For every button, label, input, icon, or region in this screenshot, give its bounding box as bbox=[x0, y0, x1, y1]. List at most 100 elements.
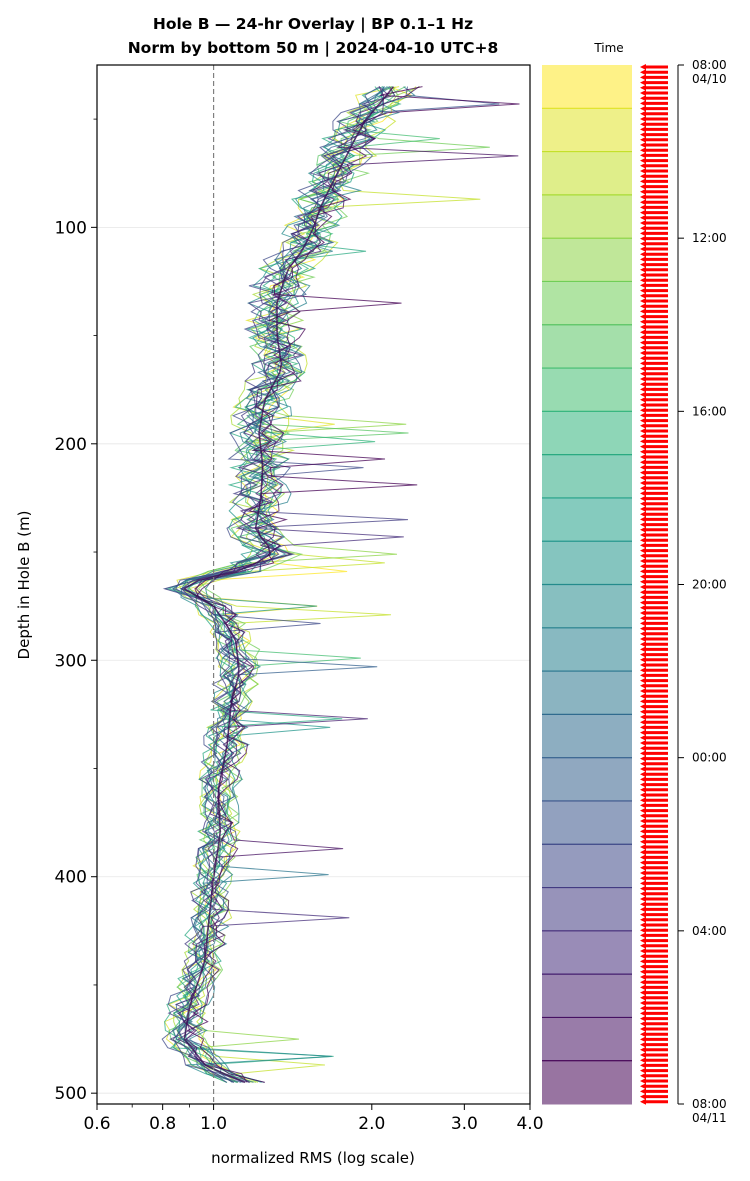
time-marker-head bbox=[640, 464, 646, 471]
time-marker-head bbox=[640, 937, 646, 944]
time-marker-head bbox=[640, 412, 646, 419]
time-marker-head bbox=[640, 183, 646, 190]
time-marker-head bbox=[640, 792, 646, 798]
time-marker-head bbox=[640, 630, 646, 637]
time-marker-head bbox=[640, 303, 646, 310]
time-marker-head bbox=[640, 942, 646, 949]
time-marker-head bbox=[640, 521, 646, 528]
time-marker-head bbox=[640, 667, 646, 674]
time-marker-head bbox=[640, 838, 646, 845]
time-marker-head bbox=[640, 246, 646, 252]
time-marker-head bbox=[640, 84, 646, 91]
time-marker-head bbox=[640, 984, 646, 991]
time-marker-head bbox=[640, 443, 646, 450]
time-marker-head bbox=[640, 932, 646, 939]
colorbar: 08:0004/1012:0016:0020:0000:0004:0008:00… bbox=[542, 58, 727, 1125]
time-marker-head bbox=[640, 802, 646, 809]
colorbar-tick-label: 04/10 bbox=[692, 72, 727, 86]
colorbar-tick-label: 08:00 bbox=[692, 1097, 727, 1111]
time-marker-head bbox=[640, 428, 646, 434]
time-marker-head bbox=[640, 864, 646, 871]
time-marker-head bbox=[640, 136, 646, 143]
time-marker-head bbox=[640, 188, 646, 195]
colorbar-band bbox=[542, 368, 632, 412]
colorbar-tick-label: 12:00 bbox=[692, 231, 727, 245]
time-marker-head bbox=[640, 131, 646, 138]
time-marker-head bbox=[640, 266, 646, 273]
time-marker-head bbox=[640, 589, 646, 596]
time-marker-head bbox=[640, 662, 646, 668]
time-marker-head bbox=[640, 261, 646, 268]
time-marker-head bbox=[640, 771, 646, 778]
time-marker-head bbox=[640, 1057, 646, 1064]
time-marker-head bbox=[640, 287, 646, 294]
series-lines bbox=[161, 86, 520, 1084]
time-marker-head bbox=[640, 1015, 646, 1022]
colorbar-band bbox=[542, 844, 632, 889]
time-marker-head bbox=[640, 1083, 646, 1090]
time-marker-head bbox=[640, 766, 646, 772]
x-axis-label: normalized RMS (log scale) bbox=[211, 1149, 415, 1167]
time-marker-head bbox=[640, 168, 646, 174]
time-marker-head bbox=[640, 370, 646, 377]
time-marker-head bbox=[640, 797, 646, 804]
time-marker-head bbox=[640, 396, 646, 403]
colorbar-band bbox=[542, 1060, 632, 1105]
colorbar-tick-label: 04/11 bbox=[692, 1111, 727, 1125]
time-marker-head bbox=[640, 646, 646, 653]
time-marker-head bbox=[640, 693, 646, 700]
time-marker-head bbox=[640, 74, 646, 81]
colorbar-band bbox=[542, 238, 632, 282]
time-marker-head bbox=[640, 610, 646, 616]
colorbar-label: Time bbox=[593, 41, 623, 55]
chart-title: Hole B — 24-hr Overlay | BP 0.1–1 Hz bbox=[153, 15, 473, 34]
time-marker-head bbox=[640, 537, 646, 544]
time-marker-head bbox=[640, 708, 646, 715]
time-marker-head bbox=[640, 454, 646, 460]
time-marker-head bbox=[640, 1031, 646, 1038]
colorbar-tick-label: 20:00 bbox=[692, 578, 727, 592]
time-marker-head bbox=[640, 381, 646, 388]
series-line bbox=[177, 86, 384, 1083]
time-marker-head bbox=[640, 251, 646, 258]
time-marker-head bbox=[640, 360, 646, 367]
colorbar-band bbox=[542, 411, 632, 456]
time-marker-head bbox=[640, 152, 646, 159]
x-tick-label: 1.0 bbox=[200, 1114, 227, 1134]
time-marker-head bbox=[640, 126, 646, 133]
time-marker-head bbox=[640, 344, 646, 351]
time-marker-head bbox=[640, 532, 646, 538]
time-marker-head bbox=[640, 256, 646, 263]
time-marker-head bbox=[640, 760, 646, 767]
colorbar-band bbox=[542, 757, 632, 802]
time-marker-head bbox=[640, 781, 646, 788]
colorbar-band bbox=[542, 151, 632, 196]
time-marker-head bbox=[640, 298, 646, 304]
time-marker-head bbox=[640, 417, 646, 424]
time-marker-head bbox=[640, 552, 646, 559]
time-marker-head bbox=[640, 994, 646, 1001]
y-tick-label: 500 bbox=[55, 1084, 87, 1104]
y-axis-label: Depth in Hole B (m) bbox=[15, 511, 33, 660]
time-marker-head bbox=[640, 100, 646, 107]
time-marker-head bbox=[640, 422, 646, 429]
time-marker-head bbox=[640, 105, 646, 112]
time-marker-head bbox=[640, 225, 646, 232]
colorbar-band bbox=[542, 108, 632, 153]
time-marker-head bbox=[640, 1088, 646, 1095]
colorbar-band bbox=[542, 974, 632, 1018]
time-marker-head bbox=[640, 989, 646, 996]
time-marker-head bbox=[640, 901, 646, 908]
series-line bbox=[186, 86, 520, 1083]
time-marker-head bbox=[640, 308, 646, 315]
time-marker-head bbox=[640, 968, 646, 975]
time-marker-head bbox=[640, 672, 646, 679]
time-marker-head bbox=[640, 620, 646, 627]
time-marker-head bbox=[640, 90, 646, 96]
time-marker-head bbox=[640, 433, 646, 440]
time-marker-head bbox=[640, 563, 646, 570]
time-marker-head bbox=[640, 714, 646, 720]
time-marker-head bbox=[640, 745, 646, 752]
time-marker-head bbox=[640, 734, 646, 741]
